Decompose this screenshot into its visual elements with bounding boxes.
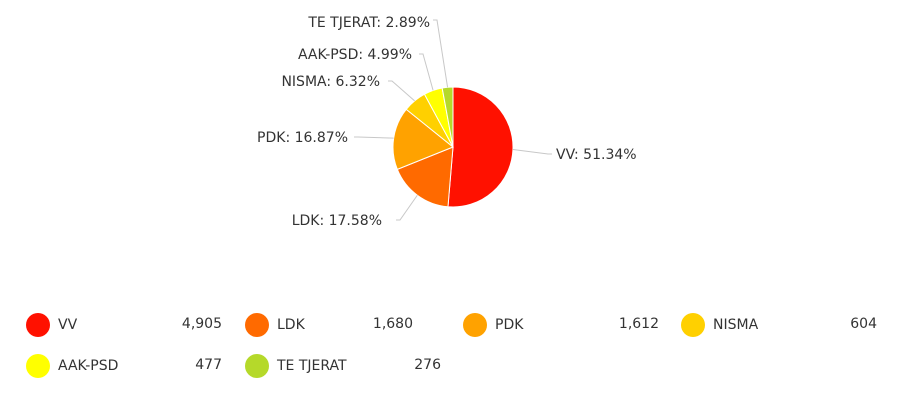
- data-label-nisma: NISMA: 6.32%: [281, 74, 380, 90]
- legend-value-nisma: 604: [850, 316, 877, 332]
- legend-label-vv: VV: [58, 317, 78, 333]
- legend-dot-te-tjerat: [245, 354, 269, 378]
- legend-label-pdk: PDK: [495, 317, 524, 333]
- legend-dot-nisma: [681, 313, 705, 337]
- legend-label-nisma: NISMA: [713, 317, 759, 333]
- data-label-aak-psd: AAK-PSD: 4.99%: [298, 47, 412, 63]
- data-label-pdk: PDK: 16.87%: [257, 130, 348, 146]
- connector-line-ldk: [396, 194, 418, 221]
- data-label-te-tjerat: TE TJERAT: 2.89%: [307, 15, 430, 31]
- legend-value-vv: 4,905: [181, 316, 222, 332]
- data-label-vv: VV: 51.34%: [556, 147, 637, 163]
- legend-value-te-tjerat: 276: [414, 357, 441, 373]
- connector-line-te-tjerat: [433, 19, 449, 88]
- pie-slice-te-tjerat[interactable]: [441, 86, 454, 148]
- legend-label-te-tjerat: TE TJERAT: [277, 358, 347, 374]
- legend-dot-pdk: [463, 313, 487, 337]
- legend-value-ldk: 1,680: [372, 316, 413, 332]
- pie-slice-ldk[interactable]: [396, 146, 454, 208]
- data-label-ldk: LDK: 17.58%: [292, 213, 382, 229]
- pie-chart: VV: 51.34% LDK: 17.58% PDK: 16.87% NISMA: 6…: [257, 15, 637, 229]
- legend-label-aak-psd: AAK-PSD: [58, 358, 119, 374]
- connector-line-aak-psd: [419, 53, 434, 91]
- legend-label-ldk: LDK: [277, 317, 305, 333]
- legend-dot-aak-psd: [26, 354, 50, 378]
- legend-item-aak-psd[interactable]: AAK-PSD 477: [26, 354, 222, 378]
- connector-line-vv: [512, 149, 552, 155]
- legend-item-pdk[interactable]: PDK 1,612: [463, 313, 659, 337]
- legend-item-vv[interactable]: VV 4,905: [26, 313, 222, 337]
- legend-value-pdk: 1,612: [618, 316, 659, 332]
- legend-dot-vv: [26, 313, 50, 337]
- connector-line-nisma: [388, 80, 415, 102]
- legend-item-te-tjerat[interactable]: TE TJERAT 276: [245, 354, 441, 378]
- connector-line-pdk: [354, 136, 394, 139]
- legend-value-aak-psd: 477: [195, 357, 222, 373]
- legend-dot-ldk: [245, 313, 269, 337]
- pie-slice-vv[interactable]: [447, 86, 514, 208]
- legend-item-ldk[interactable]: LDK 1,680: [245, 313, 413, 337]
- legend-item-nisma[interactable]: NISMA 604: [681, 313, 877, 337]
